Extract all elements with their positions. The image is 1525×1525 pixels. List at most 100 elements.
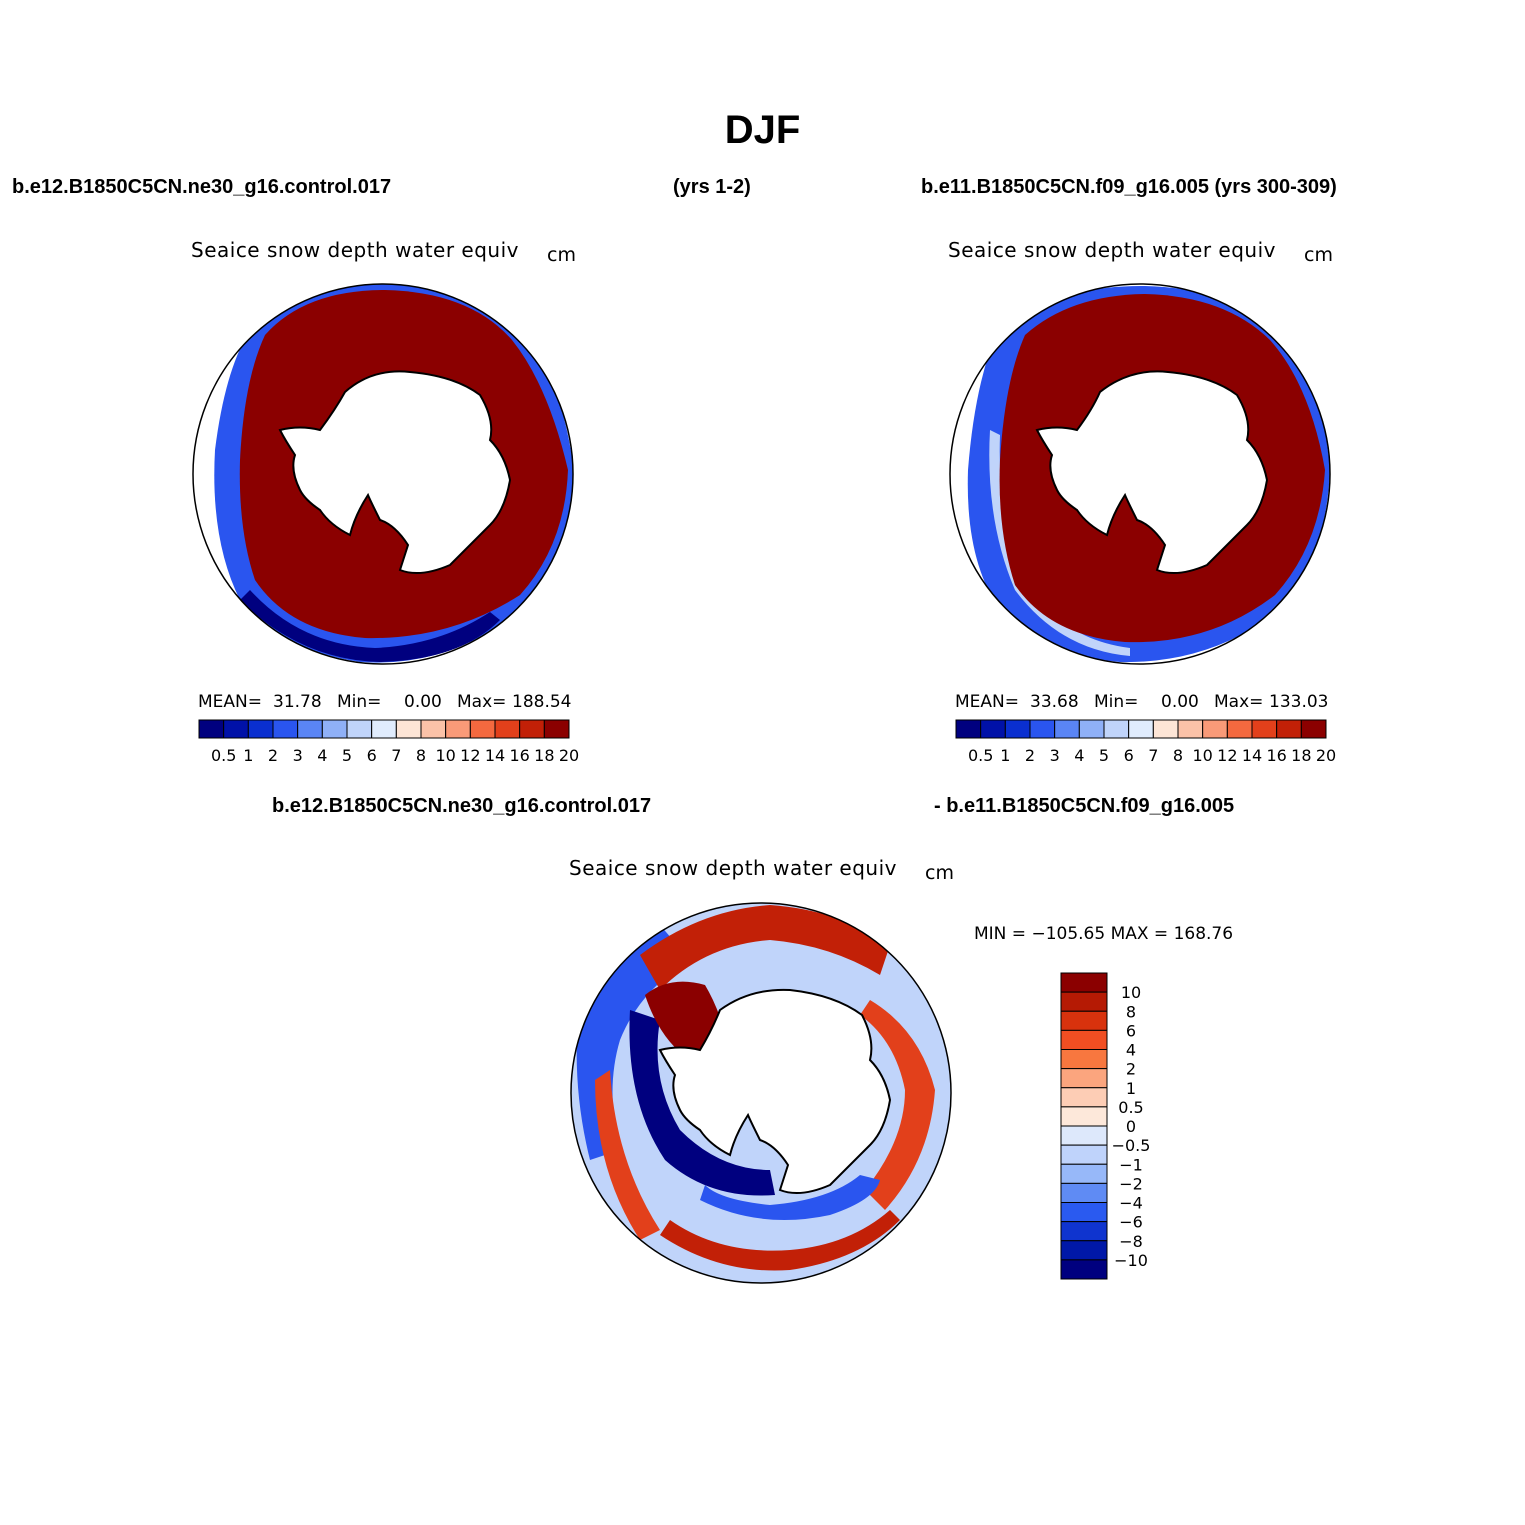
diff-colorbar-swatch <box>1060 1087 1108 1108</box>
diff-colorbar-swatch <box>1060 1163 1108 1184</box>
diff-panel-units: cm <box>925 862 954 884</box>
colorbar-swatch <box>321 719 348 739</box>
diff-antarctica <box>658 988 892 1195</box>
right-map-border <box>949 283 1331 665</box>
diff-colorbar-swatch <box>1060 1106 1108 1127</box>
colorbar-swatch <box>223 719 249 739</box>
header-case-right: b.e11.B1850C5CN.f09_g16.005 (yrs 300-309… <box>921 176 1337 198</box>
colorbar-swatch <box>1251 719 1278 739</box>
diff-colorbar-tick-label: 8 <box>1126 1002 1136 1021</box>
diff-colorbar-tick-label: 1 <box>1126 1079 1136 1098</box>
header-case-left: b.e12.B1850C5CN.ne30_g16.control.017 <box>12 176 392 198</box>
diff-region-red-north <box>640 905 890 990</box>
colorbar-swatch <box>198 719 225 739</box>
colorbar-tick-label: 18 <box>1291 746 1311 765</box>
left-mean-value: 31.78 <box>273 692 322 712</box>
left-map-border <box>192 283 574 665</box>
right-antarctica <box>1035 370 1269 575</box>
colorbar-swatch <box>395 719 422 739</box>
diff-region-red-east <box>860 1000 935 1210</box>
colorbar-tick-label: 5 <box>1099 746 1109 765</box>
colorbar-tick-label: 6 <box>367 746 377 765</box>
colorbar-tick-label: 16 <box>509 746 529 765</box>
left-ice-deep-blue <box>240 590 500 662</box>
diff-colorbar-tick-label: 0.5 <box>1118 1098 1143 1117</box>
diff-colorbar-swatch <box>1060 972 1108 993</box>
right-max-label: Max= <box>1214 692 1264 712</box>
diff-header-case-a: b.e12.B1850C5CN.ne30_g16.control.017 <box>272 795 652 817</box>
diff-colorbar-tick-label: 6 <box>1126 1021 1136 1040</box>
colorbar-tick-label: 5 <box>342 746 352 765</box>
colorbar-tick-label: 3 <box>293 746 303 765</box>
colorbar-swatch <box>1128 719 1154 739</box>
diff-colorbar-swatch <box>1060 1221 1108 1242</box>
diff-colorbar-swatch <box>1060 1182 1108 1203</box>
colorbar-swatch <box>1177 719 1204 739</box>
diff-colorbar-swatch <box>1060 1125 1108 1146</box>
diff-header-case-b: - b.e11.B1850C5CN.f09_g16.005 <box>934 795 1235 817</box>
colorbar-swatch <box>1103 719 1130 739</box>
colorbar-swatch <box>420 719 447 739</box>
colorbar-tick-label: 2 <box>268 746 278 765</box>
diff-colorbar-tick-label: −8 <box>1119 1232 1143 1251</box>
left-min-label: Min= <box>337 692 382 712</box>
colorbar-swatch <box>272 719 299 739</box>
diff-colorbar-tick-label: −2 <box>1119 1174 1143 1193</box>
right-mean-value: 33.68 <box>1030 692 1079 712</box>
colorbar-swatch <box>247 719 274 739</box>
colorbar-swatch <box>543 719 570 739</box>
colorbar-tick-label: 14 <box>485 746 505 765</box>
right-panel-units: cm <box>1304 244 1333 266</box>
diff-region-blue-south <box>700 1175 880 1220</box>
colorbar-tick-label: 16 <box>1266 746 1286 765</box>
colorbar-tick-label: 8 <box>1173 746 1183 765</box>
colorbar-tick-label: 1 <box>1000 746 1010 765</box>
colorbar-swatch <box>469 719 496 739</box>
diff-polar-map <box>571 903 951 1283</box>
colorbar-tick-label: 2 <box>1025 746 1035 765</box>
right-max-value: 133.03 <box>1269 692 1329 712</box>
left-polar-map <box>193 284 573 664</box>
diff-panel-title: Seaice snow depth water equiv <box>569 856 897 880</box>
colorbar-swatch <box>1226 719 1253 739</box>
right-polar-map <box>950 284 1330 664</box>
right-panel-title: Seaice snow depth water equiv <box>948 238 1276 262</box>
colorbar-tick-label: 4 <box>317 746 327 765</box>
colorbar-tick-label: 10 <box>435 746 455 765</box>
diff-colorbar-tick-label: −0.5 <box>1112 1136 1151 1155</box>
left-max-label: Max= <box>457 692 507 712</box>
colorbar-swatch <box>371 719 397 739</box>
left-panel-units: cm <box>547 244 576 266</box>
left-antarctica <box>278 370 512 575</box>
colorbar-tick-label: 7 <box>391 746 401 765</box>
right-min-label: Min= <box>1094 692 1139 712</box>
diff-colorbar-tick-label: 0 <box>1126 1117 1136 1136</box>
diff-colorbar-swatch <box>1060 1068 1108 1089</box>
colorbar-swatch <box>494 719 521 739</box>
colorbar-tick-label: 3 <box>1050 746 1060 765</box>
left-max-value: 188.54 <box>512 692 572 712</box>
diff-colorbar-tick-label: 10 <box>1121 983 1141 1002</box>
colorbar-tick-label: 0.5 <box>968 746 993 765</box>
diff-minmax: MIN = −105.65 MAX = 168.76 <box>974 924 1234 944</box>
right-ice-pale-blue <box>989 430 1130 656</box>
diff-colorbar-swatch <box>1060 1049 1108 1070</box>
diff-region-deep-blue <box>629 1010 775 1196</box>
colorbar-tick-label: 7 <box>1148 746 1158 765</box>
left-mean-label: MEAN= <box>198 692 262 712</box>
page-title: DJF <box>724 108 801 152</box>
right-min-value: 0.00 <box>1161 692 1199 712</box>
diff-colorbar-tick-label: −6 <box>1119 1213 1143 1232</box>
colorbar-swatch <box>1078 719 1105 739</box>
diff-colorbar-tick-label: 4 <box>1126 1041 1136 1060</box>
colorbar-tick-label: 10 <box>1192 746 1212 765</box>
left-min-value: 0.00 <box>404 692 442 712</box>
colorbar-swatch <box>980 719 1006 739</box>
diff-colorbar-tick-label: 2 <box>1126 1060 1136 1079</box>
colorbar-tick-label: 0.5 <box>211 746 236 765</box>
colorbar-swatch <box>346 719 373 739</box>
colorbar-swatch <box>1004 719 1031 739</box>
diff-colorbar-tick-label: −10 <box>1114 1251 1148 1270</box>
colorbar-left: 0.5 1 2 3 4 5 6 7 8 10 12 14 16 18 20 <box>198 719 579 765</box>
